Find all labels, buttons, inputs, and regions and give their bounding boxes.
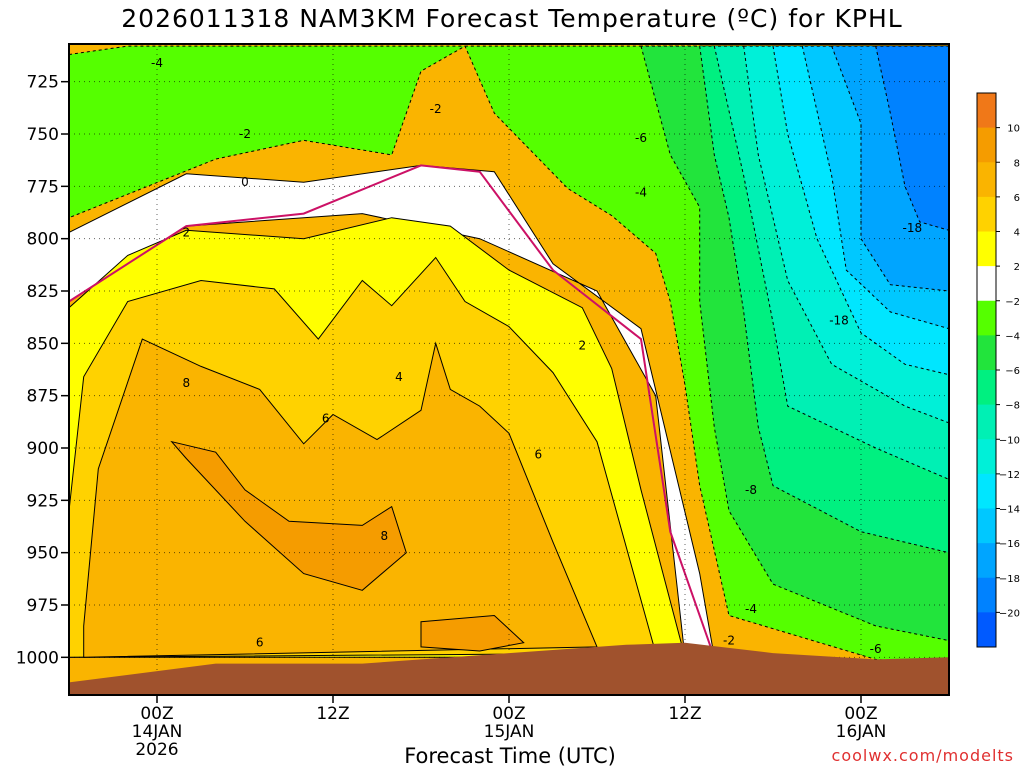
y-tick-label: 975 <box>27 596 59 616</box>
colorbar-band <box>977 577 996 613</box>
contour-label: -18 <box>903 221 923 235</box>
x-axis-label: Forecast Time (UTC) <box>404 744 616 768</box>
colorbar-tick-label: −16 <box>999 539 1020 550</box>
colorbar-tick-label: 4 <box>1014 228 1020 239</box>
temperature-region-3 <box>83 338 598 658</box>
y-tick-label: 1000 <box>16 648 59 668</box>
x-tick-label: 12Z <box>316 704 349 724</box>
temperature-region-14 <box>875 45 949 231</box>
contour-label: -2 <box>239 127 251 141</box>
colorbar-band <box>977 404 996 440</box>
colorbar-band <box>977 439 996 475</box>
x-tick-sublabel: 15JAN <box>484 722 535 742</box>
y-tick-label: 900 <box>27 439 59 459</box>
plot-area: -4 -2 0 2 -2 -6 -4 2 4 6 8 6 8 6 -18 -18 -8 -4 -2 -6 <box>69 44 949 695</box>
colorbar-tick-label: 8 <box>1014 158 1020 169</box>
x-tick-label: 00Z <box>492 704 525 724</box>
contour-label: -6 <box>870 642 882 656</box>
temperature-region-4 <box>170 440 407 591</box>
colorbar-band <box>977 266 996 302</box>
colorbar-tick-label: −8 <box>1005 401 1020 412</box>
colorbar: 10 8 6 4 2 −2 −4 −6 −8 −10 −12 −14 −16 −18 −20 <box>976 92 1020 648</box>
colorbar-band <box>977 508 996 544</box>
contour-label: -8 <box>745 483 757 497</box>
colorbar-tick-label: −2 <box>1005 297 1020 308</box>
colorbar-tick-label: 10 <box>1007 124 1020 135</box>
contour-label: -6 <box>635 131 647 145</box>
ground-terrain <box>69 642 949 695</box>
y-tick-label: 800 <box>27 230 59 250</box>
colorbar-band <box>977 473 996 509</box>
credit-text: coolwx.com/modelts <box>831 746 1014 765</box>
contour-label: 8 <box>381 529 389 543</box>
axes: 725 750 775 800 825 850 875 900 925 950 975 1000 00Z… <box>16 43 950 760</box>
contour-label: 2 <box>579 338 587 352</box>
contour-label: 6 <box>535 447 543 461</box>
colorbar-tick-label: −12 <box>999 470 1020 481</box>
colorbar-band <box>977 127 996 163</box>
temperature-region-5 <box>420 614 525 652</box>
colorbar-tick-label: −14 <box>999 505 1020 516</box>
contour-label: -4 <box>151 56 163 70</box>
colorbar-tick-label: −20 <box>999 608 1020 619</box>
x-tick-sublabel: 2026 <box>135 740 178 760</box>
colorbar-tick-label: −4 <box>1005 331 1020 342</box>
contour-label: -4 <box>635 186 647 200</box>
x-tick-label: 12Z <box>668 704 701 724</box>
y-tick-label: 750 <box>27 125 59 145</box>
colorbar-band <box>977 231 996 267</box>
colorbar-tick-label: −10 <box>999 435 1020 446</box>
colorbar-band <box>977 543 996 579</box>
y-tick-label: 825 <box>27 282 59 302</box>
freezing-line <box>69 164 716 658</box>
y-tick-label: 775 <box>27 177 59 197</box>
y-tick-label: 925 <box>27 491 59 511</box>
colorbar-tick-label: −18 <box>999 574 1020 585</box>
colorbar-tick-label: 6 <box>1014 193 1020 204</box>
contour-label: -2 <box>723 634 735 648</box>
colorbar-band <box>977 612 996 648</box>
colorbar-band <box>977 162 996 198</box>
contour-label: -18 <box>829 313 849 327</box>
contour-label: 8 <box>183 376 191 390</box>
x-tick-sublabel: 16JAN <box>836 722 887 742</box>
x-tick-label: 00Z <box>844 704 877 724</box>
contour-label: 6 <box>322 412 330 426</box>
y-tick-label: 875 <box>27 387 59 407</box>
y-tick-label: 850 <box>27 334 59 354</box>
colorbar-band <box>977 300 996 336</box>
contour-label: -2 <box>430 102 442 116</box>
x-tick-label: 00Z <box>140 704 173 724</box>
colorbar-band <box>977 93 996 129</box>
contour-label: 2 <box>183 225 191 239</box>
colorbar-band <box>977 335 996 371</box>
colorbar-tick-label: 2 <box>1014 262 1020 273</box>
contour-label: 6 <box>256 636 264 650</box>
chart-title: 2026011318 NAM3KM Forecast Temperature (… <box>121 4 903 33</box>
x-tick-sublabel: 14JAN <box>132 722 183 742</box>
y-tick-label: 950 <box>27 544 59 564</box>
colorbar-tick-label: −6 <box>1005 366 1020 377</box>
contour-label: -4 <box>745 602 757 616</box>
y-tick-label: 725 <box>27 73 59 93</box>
contour-label: 0 <box>241 175 249 189</box>
contour-label: 4 <box>395 370 403 384</box>
colorbar-band <box>977 370 996 406</box>
colorbar-band <box>977 196 996 232</box>
